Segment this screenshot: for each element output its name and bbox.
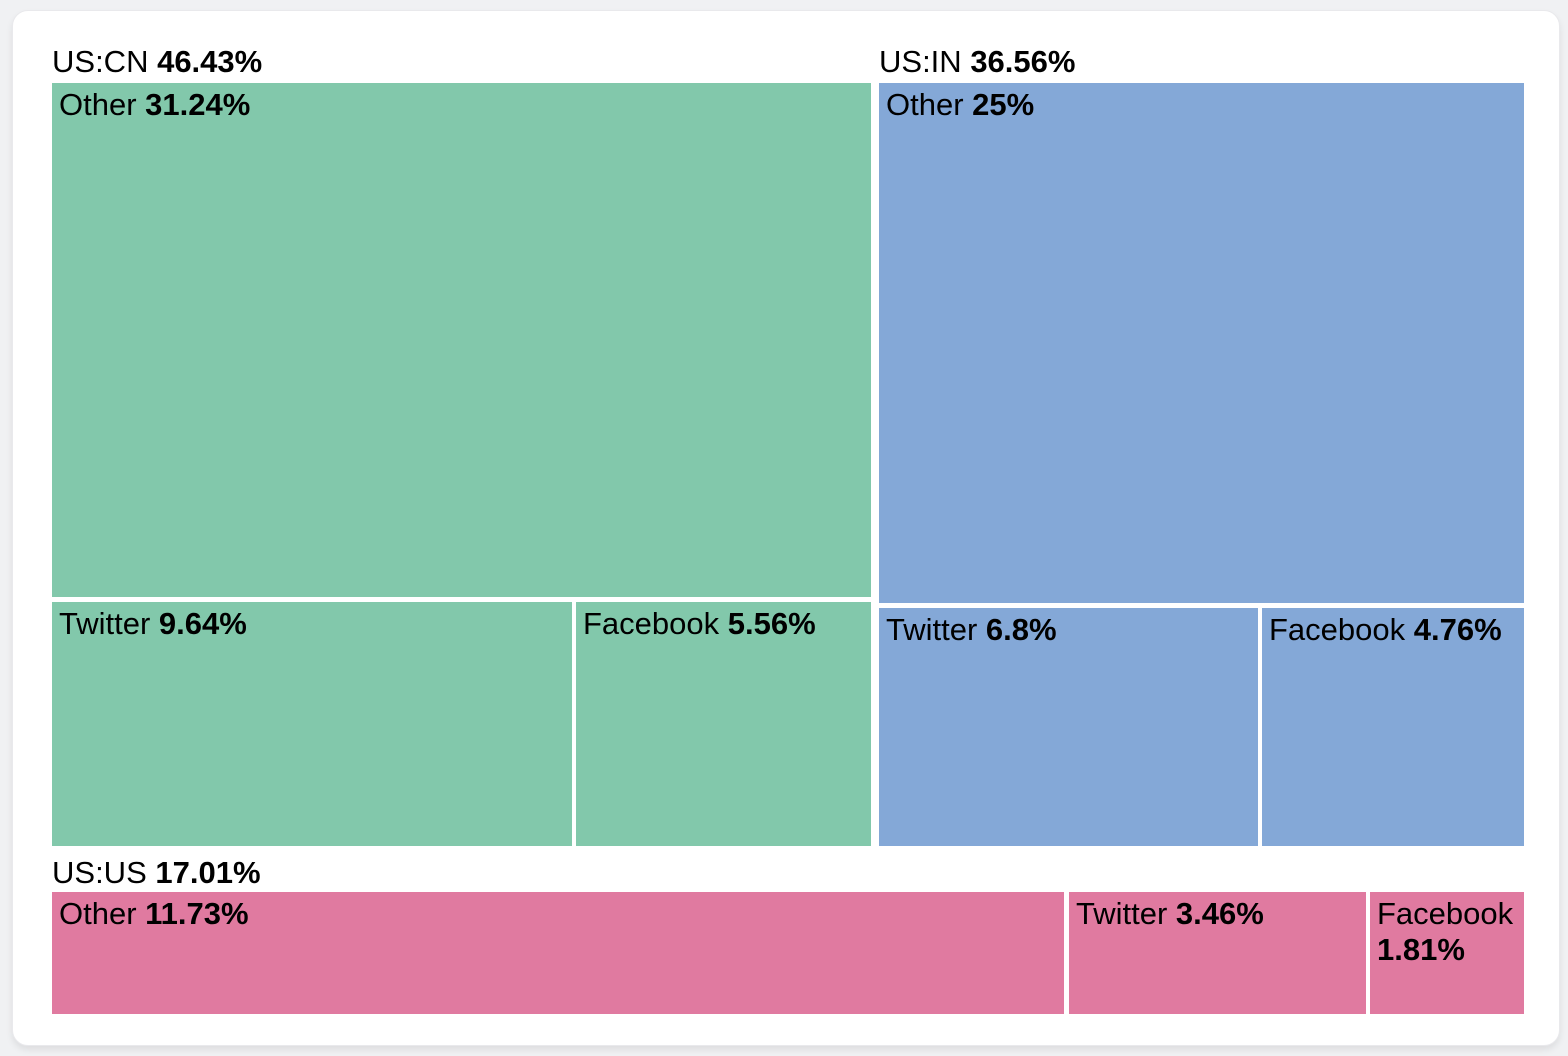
group-label-us-cn: US:CN 46.43%	[52, 44, 262, 80]
treemap-cell-us-us-twitter[interactable]: Twitter 3.46%	[1069, 892, 1366, 1014]
treemap-cell-us-in-facebook[interactable]: Facebook 4.76%	[1262, 608, 1524, 846]
treemap-chart-card: US:CN 46.43% Other 31.24% Twitter 9.64% …	[12, 10, 1560, 1046]
cell-value: 9.64%	[158, 606, 247, 641]
treemap-cell-us-cn-other[interactable]: Other 31.24%	[52, 83, 871, 597]
cell-name: Facebook	[1269, 612, 1406, 647]
group-value: 46.43%	[157, 44, 263, 79]
cell-name: Twitter	[59, 606, 151, 641]
cell-value: 3.46%	[1175, 896, 1264, 931]
group-label-us-us: US:US 17.01%	[52, 855, 261, 891]
treemap-cell-us-us-other[interactable]: Other 11.73%	[52, 892, 1064, 1014]
cell-label: Other 11.73%	[59, 896, 1058, 932]
treemap-cell-us-in-twitter[interactable]: Twitter 6.8%	[879, 608, 1258, 846]
cell-label: Twitter 6.8%	[886, 612, 1252, 648]
cell-value: 11.73%	[145, 896, 249, 931]
cell-name: Other	[886, 87, 964, 122]
cell-label: Facebook 4.76%	[1269, 612, 1518, 648]
cell-value: 1.81%	[1377, 932, 1465, 967]
cell-value: 31.24%	[145, 87, 251, 122]
cell-value: 6.8%	[985, 612, 1057, 647]
cell-label: Facebook 1.81%	[1377, 896, 1518, 968]
group-name: US:IN	[879, 44, 962, 79]
cell-value: 4.76%	[1413, 612, 1502, 647]
cell-name: Facebook	[583, 606, 720, 641]
cell-value: 5.56%	[727, 606, 816, 641]
cell-label: Other 25%	[886, 87, 1518, 123]
treemap-cell-us-cn-facebook[interactable]: Facebook 5.56%	[576, 602, 871, 846]
group-name: US:CN	[52, 44, 149, 79]
group-name: US:US	[52, 855, 147, 890]
cell-name: Twitter	[886, 612, 978, 647]
cell-name: Facebook	[1377, 896, 1514, 931]
group-value: 17.01%	[155, 855, 261, 890]
cell-label: Facebook 5.56%	[583, 606, 865, 642]
cell-name: Other	[59, 87, 137, 122]
treemap-cell-us-in-other[interactable]: Other 25%	[879, 83, 1524, 603]
cell-label: Other 31.24%	[59, 87, 865, 123]
cell-value: 25%	[972, 87, 1035, 122]
treemap-cell-us-us-facebook[interactable]: Facebook 1.81%	[1370, 892, 1524, 1014]
cell-name: Other	[59, 896, 137, 931]
group-value: 36.56%	[970, 44, 1076, 79]
treemap-cell-us-cn-twitter[interactable]: Twitter 9.64%	[52, 602, 572, 846]
cell-name: Twitter	[1076, 896, 1168, 931]
group-label-us-in: US:IN 36.56%	[879, 44, 1075, 80]
cell-label: Twitter 3.46%	[1076, 896, 1360, 932]
cell-label: Twitter 9.64%	[59, 606, 566, 642]
